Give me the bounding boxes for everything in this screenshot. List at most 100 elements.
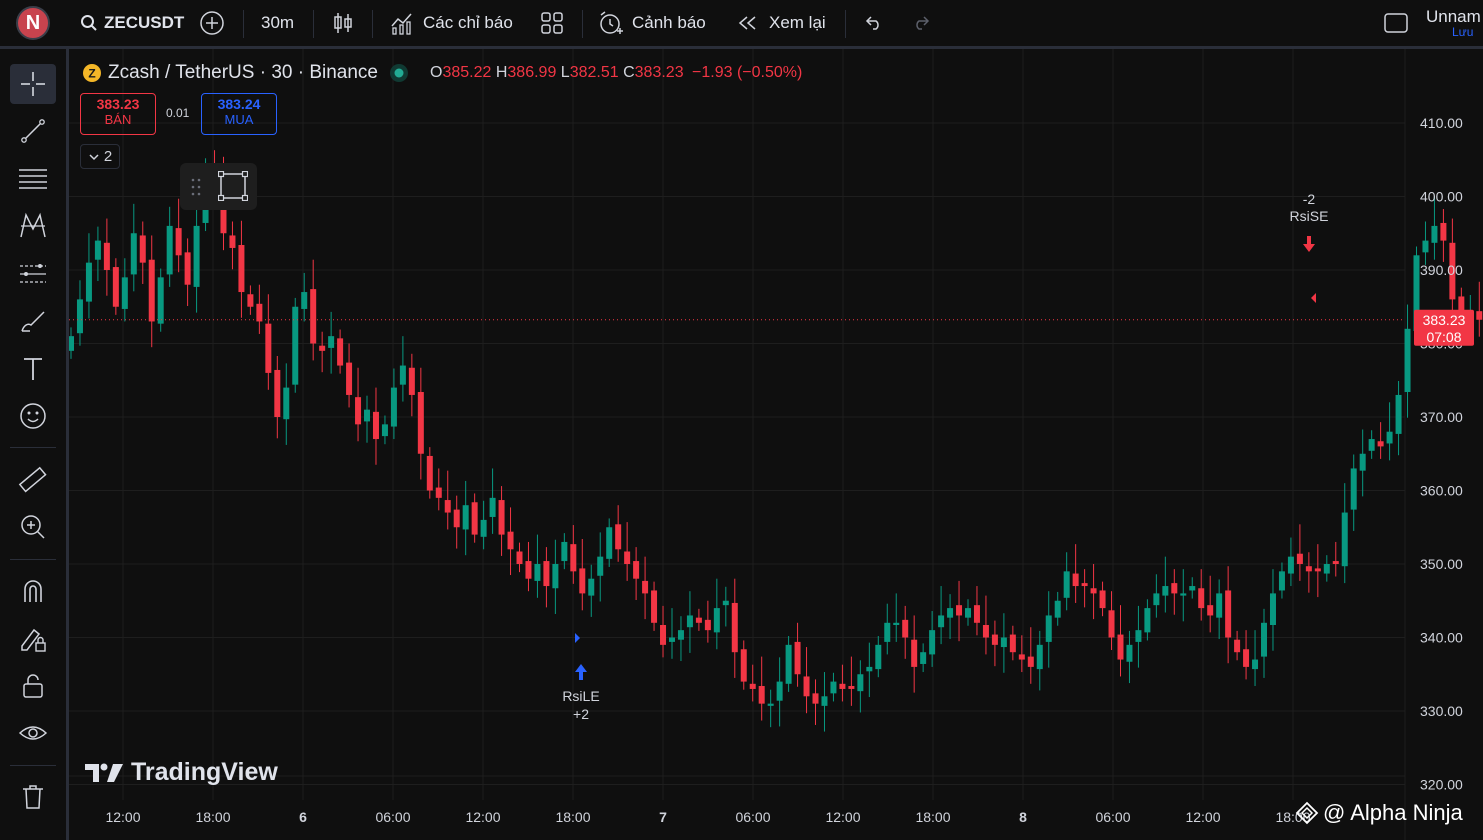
y-tick-label: 360.00	[1420, 483, 1463, 499]
candle-body	[758, 686, 765, 704]
candle-body	[1476, 311, 1483, 320]
candle-body	[1269, 593, 1276, 626]
alerts-button[interactable]: Cảnh báo	[598, 0, 706, 46]
y-tick-label: 340.00	[1420, 630, 1463, 646]
candle-body	[525, 561, 532, 579]
alerts-label: Cảnh báo	[632, 13, 706, 32]
x-tick-label: 18:00	[555, 809, 590, 825]
save-button[interactable]: Lưu	[1452, 25, 1474, 39]
short-entry-marker	[1311, 293, 1316, 303]
candle-body	[444, 500, 451, 513]
layout-name[interactable]: Unnam	[1426, 7, 1481, 26]
fib-tool[interactable]	[10, 159, 56, 199]
visibility-tool[interactable]	[10, 713, 56, 753]
pattern-tool[interactable]	[10, 206, 56, 246]
candle-body	[848, 686, 855, 689]
magnet-tool[interactable]	[10, 571, 56, 611]
text-icon	[24, 358, 42, 380]
candle-body	[875, 644, 882, 670]
trend-line-tool[interactable]	[10, 111, 56, 151]
close-value: 383.23	[634, 64, 684, 81]
chart-type-button[interactable]	[331, 0, 355, 46]
candle-body	[722, 600, 729, 606]
buy-price: 383.24	[217, 96, 261, 112]
measure-tool[interactable]	[10, 460, 56, 500]
candle-body	[624, 551, 631, 564]
candle-body	[1395, 394, 1402, 434]
symbol-legend[interactable]: Z Zcash / TetherUS · 30 · Binance	[81, 62, 410, 84]
symbol-title: Zcash / TetherUS · 30 · Binance	[108, 62, 378, 83]
chart-pane[interactable]: 410.00400.00390.00380.00370.00360.00350.…	[69, 49, 1483, 840]
text-tool[interactable]	[10, 349, 56, 389]
signal-name: RsiSE	[1290, 208, 1329, 224]
candle-body	[238, 245, 245, 293]
candle-body	[1332, 561, 1339, 564]
candle-body	[372, 411, 379, 440]
candles-icon	[334, 13, 352, 33]
x-tick-label: 06:00	[735, 809, 770, 825]
price-chart[interactable]: 410.00400.00390.00380.00370.00360.00350.…	[69, 49, 1483, 840]
short-signal-arrow	[1303, 236, 1315, 252]
candle-body	[157, 277, 164, 324]
symbol-search-button[interactable]: ZECUSDT	[80, 0, 184, 46]
candle-body	[1045, 615, 1052, 642]
candle-body	[229, 235, 236, 248]
candle-body	[830, 681, 837, 694]
watermark-text: TradingView	[131, 758, 278, 786]
lock-drawings-tool[interactable]	[10, 619, 56, 659]
drag-handle-icon[interactable]	[191, 178, 201, 196]
candle-body	[1081, 583, 1088, 587]
long-entry-marker	[575, 633, 580, 643]
replay-button[interactable]: Xem lại	[737, 0, 826, 46]
layouts-button[interactable]	[540, 0, 564, 46]
candle-body	[570, 544, 577, 572]
floating-toolbar	[180, 163, 257, 210]
x-tick-label: 7	[659, 809, 667, 825]
y-tick-label: 400.00	[1420, 189, 1463, 205]
redo-button[interactable]	[911, 0, 931, 46]
sell-button[interactable]: 383.23 BÁN	[80, 93, 156, 135]
trash-icon	[23, 785, 43, 809]
zoom-tool[interactable]	[10, 507, 56, 547]
last-price-badge	[1414, 309, 1474, 346]
candle-body	[247, 294, 254, 307]
candle-body	[121, 277, 128, 309]
crosshair-tool[interactable]	[10, 64, 56, 104]
compare-button[interactable]	[199, 0, 225, 46]
remove-drawings-button[interactable]	[10, 777, 56, 817]
top-toolbar: N ZECUSDT 30m Các chỉ báo Cảnh báo Xem l…	[0, 0, 1483, 49]
candle-body	[256, 303, 263, 322]
y-tick-label: 410.00	[1420, 115, 1463, 131]
last-price-label: 383.23	[1423, 312, 1466, 328]
horizontal-lines-icon	[19, 169, 47, 189]
candle-body	[704, 619, 711, 631]
brush-tool[interactable]	[10, 301, 56, 341]
replay-label: Xem lại	[769, 13, 826, 32]
indicators-button[interactable]: Các chỉ báo	[389, 0, 513, 46]
candle-body	[651, 590, 658, 623]
candle-body	[184, 252, 191, 285]
search-icon	[81, 15, 97, 31]
candle-body	[1413, 255, 1420, 332]
forecast-tool[interactable]	[10, 254, 56, 294]
y-tick-label: 370.00	[1420, 409, 1463, 425]
select-rectangle-icon[interactable]	[218, 171, 248, 201]
candle-body	[866, 666, 873, 672]
lock-all-tool[interactable]	[10, 666, 56, 706]
candle-body	[749, 683, 756, 689]
fullscreen-button[interactable]	[1383, 0, 1409, 46]
spread-value: 0.01	[166, 106, 190, 120]
countdown-label: 07:08	[1426, 329, 1461, 345]
candle-body	[1180, 593, 1187, 596]
buy-button[interactable]: 383.24 MUA	[201, 93, 277, 135]
candle-body	[1243, 649, 1250, 667]
tradingview-watermark[interactable]: TradingView	[85, 758, 278, 787]
smiley-icon	[20, 403, 46, 429]
user-avatar[interactable]: N	[16, 6, 50, 40]
emoji-tool[interactable]	[10, 396, 56, 436]
candle-body	[633, 561, 640, 579]
undo-button[interactable]	[864, 0, 884, 46]
candle-body	[695, 617, 702, 623]
collapse-legend-button[interactable]: 2	[80, 144, 120, 169]
interval-button[interactable]: 30m	[261, 0, 294, 46]
